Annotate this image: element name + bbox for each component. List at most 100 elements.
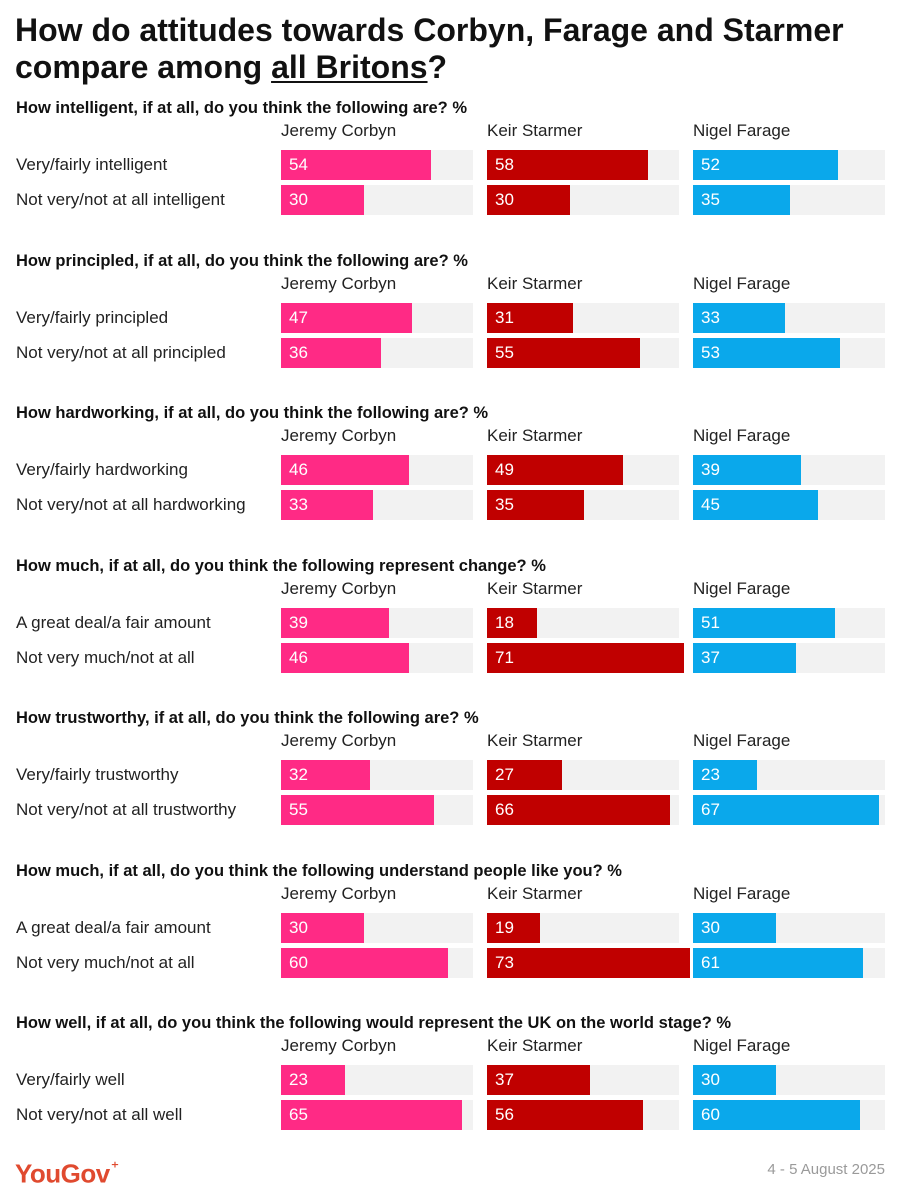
bar-track: 23: [693, 760, 885, 790]
column-header: Keir Starmer: [487, 731, 583, 750]
bar: [487, 795, 670, 825]
question-title: How well, if at all, do you think the fo…: [16, 1014, 732, 1032]
bar-track: 47: [281, 303, 473, 333]
bar-track: 30: [281, 185, 473, 215]
row-label: Not very much/not at all: [16, 953, 195, 972]
data-label: 54: [289, 155, 308, 174]
data-label: 39: [701, 460, 720, 479]
bar: [281, 608, 389, 638]
row-label: A great deal/a fair amount: [16, 918, 211, 937]
logo-mark-icon: ⁺: [110, 1160, 119, 1177]
row-label: Not very/not at all principled: [16, 343, 226, 362]
bar: [487, 150, 648, 180]
logo-text: YouGov: [15, 1158, 110, 1189]
data-label: 71: [495, 648, 514, 667]
column-header: Nigel Farage: [693, 1036, 791, 1055]
bar-track: 51: [693, 608, 885, 638]
bar-track: 35: [487, 490, 679, 520]
column-header: Jeremy Corbyn: [281, 731, 397, 750]
data-label: 19: [495, 918, 514, 937]
bar-track: 46: [281, 643, 473, 673]
bar: [281, 303, 412, 333]
bar: [487, 1065, 590, 1095]
bar-track: 36: [281, 338, 473, 368]
data-label: 27: [495, 765, 514, 784]
bar: [487, 185, 570, 215]
data-label: 46: [289, 648, 308, 667]
question-title: How much, if at all, do you think the fo…: [16, 557, 546, 575]
bar: [281, 185, 364, 215]
data-label: 32: [289, 765, 308, 784]
bar-track: 39: [281, 608, 473, 638]
question-section: How hardworking, if at all, do you think…: [0, 403, 901, 555]
bar-track: 71: [487, 643, 684, 673]
data-label: 60: [701, 1105, 720, 1124]
data-label: 55: [289, 800, 308, 819]
row-label: A great deal/a fair amount: [16, 613, 211, 632]
yougov-logo: YouGov⁺: [15, 1154, 119, 1189]
data-label: 46: [289, 460, 308, 479]
bar: [693, 338, 840, 368]
question-section: How intelligent, if at all, do you think…: [0, 98, 901, 250]
bar: [693, 608, 835, 638]
column-header: Jeremy Corbyn: [281, 426, 397, 445]
bar: [693, 185, 790, 215]
data-label: 51: [701, 613, 720, 632]
column-header: Keir Starmer: [487, 579, 583, 598]
bar-track: 61: [693, 948, 885, 978]
row-label: Not very/not at all intelligent: [16, 190, 225, 209]
bar: [281, 760, 370, 790]
bar: [281, 1100, 462, 1130]
question-section: How principled, if at all, do you think …: [0, 251, 901, 403]
column-header: Jeremy Corbyn: [281, 1036, 397, 1055]
data-label: 30: [289, 918, 308, 937]
bar-track: 30: [693, 1065, 885, 1095]
survey-date: 4 - 5 August 2025: [767, 1161, 885, 1178]
column-header: Nigel Farage: [693, 274, 791, 293]
bar-track: 67: [693, 795, 885, 825]
bar: [693, 455, 801, 485]
data-label: 65: [289, 1105, 308, 1124]
question-title: How intelligent, if at all, do you think…: [16, 99, 468, 117]
bar-track: 54: [281, 150, 473, 180]
bar-track: 56: [487, 1100, 679, 1130]
data-label: 30: [495, 190, 514, 209]
bar: [693, 1065, 776, 1095]
question-section: How well, if at all, do you think the fo…: [0, 1013, 901, 1165]
data-label: 23: [289, 1070, 308, 1089]
data-label: 47: [289, 308, 308, 327]
question-title: How principled, if at all, do you think …: [16, 252, 468, 270]
row-label: Very/fairly intelligent: [16, 155, 168, 174]
row-label: Very/fairly well: [16, 1070, 125, 1089]
bar: [281, 338, 381, 368]
data-label: 55: [495, 343, 514, 362]
row-label: Very/fairly hardworking: [16, 460, 188, 479]
bar: [281, 913, 364, 943]
data-label: 58: [495, 155, 514, 174]
bar: [693, 150, 838, 180]
bar-track: 45: [693, 490, 885, 520]
bar: [487, 455, 623, 485]
bar-track: 60: [281, 948, 473, 978]
bar-track: 65: [281, 1100, 473, 1130]
bar-track: 33: [693, 303, 885, 333]
row-label: Not very/not at all well: [16, 1105, 183, 1124]
bar: [281, 490, 373, 520]
bar: [693, 760, 757, 790]
bar: [487, 913, 540, 943]
data-label: 30: [701, 918, 720, 937]
row-label: Very/fairly principled: [16, 308, 169, 327]
title-emphasis: all Britons: [271, 49, 428, 85]
bar: [693, 1100, 860, 1130]
bar-track: 35: [693, 185, 885, 215]
title-text-end: ?: [427, 49, 448, 85]
question-section: How trustworthy, if at all, do you think…: [0, 708, 901, 860]
bar-track: 53: [693, 338, 885, 368]
bar-track: 55: [487, 338, 679, 368]
bar-track: 55: [281, 795, 473, 825]
bar-track: 37: [487, 1065, 679, 1095]
data-label: 52: [701, 155, 720, 174]
chart-title: How do attitudes towards Corbyn, Farage …: [15, 12, 895, 86]
row-label: Not very/not at all trustworthy: [16, 800, 237, 819]
title-text-start: How do attitudes towards Corbyn, Farage …: [15, 12, 844, 85]
